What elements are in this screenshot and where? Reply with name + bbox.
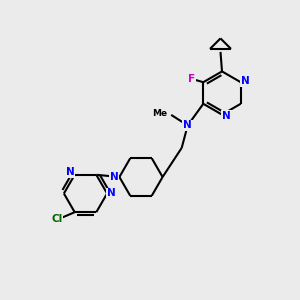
Text: Cl: Cl xyxy=(51,214,62,224)
Text: N: N xyxy=(110,172,118,182)
Text: N: N xyxy=(241,76,250,86)
Text: F: F xyxy=(188,74,196,84)
Text: Me: Me xyxy=(152,109,168,118)
Text: N: N xyxy=(222,111,231,121)
Text: N: N xyxy=(107,188,116,199)
Text: N: N xyxy=(183,120,192,130)
Text: N: N xyxy=(66,167,75,177)
